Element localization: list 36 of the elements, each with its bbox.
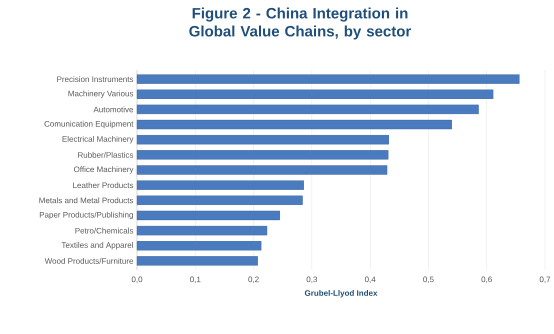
y-tick-label: Electrical Machinery — [62, 136, 134, 144]
y-tick-label: Wood Products/Furniture — [44, 258, 134, 264]
y-tick-label: Machinery Various — [68, 90, 134, 98]
y-tick-label: Automotive — [93, 106, 134, 112]
x-tick-label: 0,1 — [190, 276, 200, 284]
x-tick-label: 0,5 — [423, 276, 434, 284]
bar — [136, 196, 303, 205]
x-tick-label: 0,0 — [132, 276, 142, 284]
y-tick-label: Petro/Chemicals — [75, 228, 134, 234]
bar — [136, 150, 388, 160]
bar — [136, 165, 388, 175]
y-tick-label: Comunication Equipment — [44, 120, 134, 128]
x-tick-label: 0,6 — [481, 276, 492, 284]
x-axis-title: Grubel-Llyod Index — [304, 290, 378, 298]
bar — [136, 104, 479, 114]
y-tick-label: Office Machinery — [74, 166, 134, 174]
bar — [136, 226, 268, 236]
y-tick-label: Rubber/Plastics — [78, 152, 134, 158]
bar — [136, 134, 389, 144]
y-tick-label: Leather Products — [73, 182, 134, 188]
bar — [136, 90, 494, 99]
x-tick-label: 0,2 — [248, 276, 259, 284]
y-tick-label: Metals and Metal Products — [39, 197, 134, 204]
bar — [136, 241, 262, 250]
y-tick-label: Precision Instruments — [57, 76, 134, 82]
bar — [136, 74, 520, 84]
x-tick-label: 0,4 — [364, 276, 376, 284]
bar — [136, 210, 280, 220]
y-tick-label: Paper Products/Publishing — [40, 212, 133, 220]
bar — [136, 256, 258, 266]
bar — [136, 120, 452, 130]
y-tick-label: Textiles and Apparel — [62, 242, 133, 250]
x-tick-label: 0,3 — [306, 276, 318, 284]
chart-title: Figure 2 - China Integration in Global Value Chains, by sector — [189, 8, 412, 40]
x-tick-label: 0,7 — [540, 276, 550, 284]
bar — [136, 180, 304, 190]
